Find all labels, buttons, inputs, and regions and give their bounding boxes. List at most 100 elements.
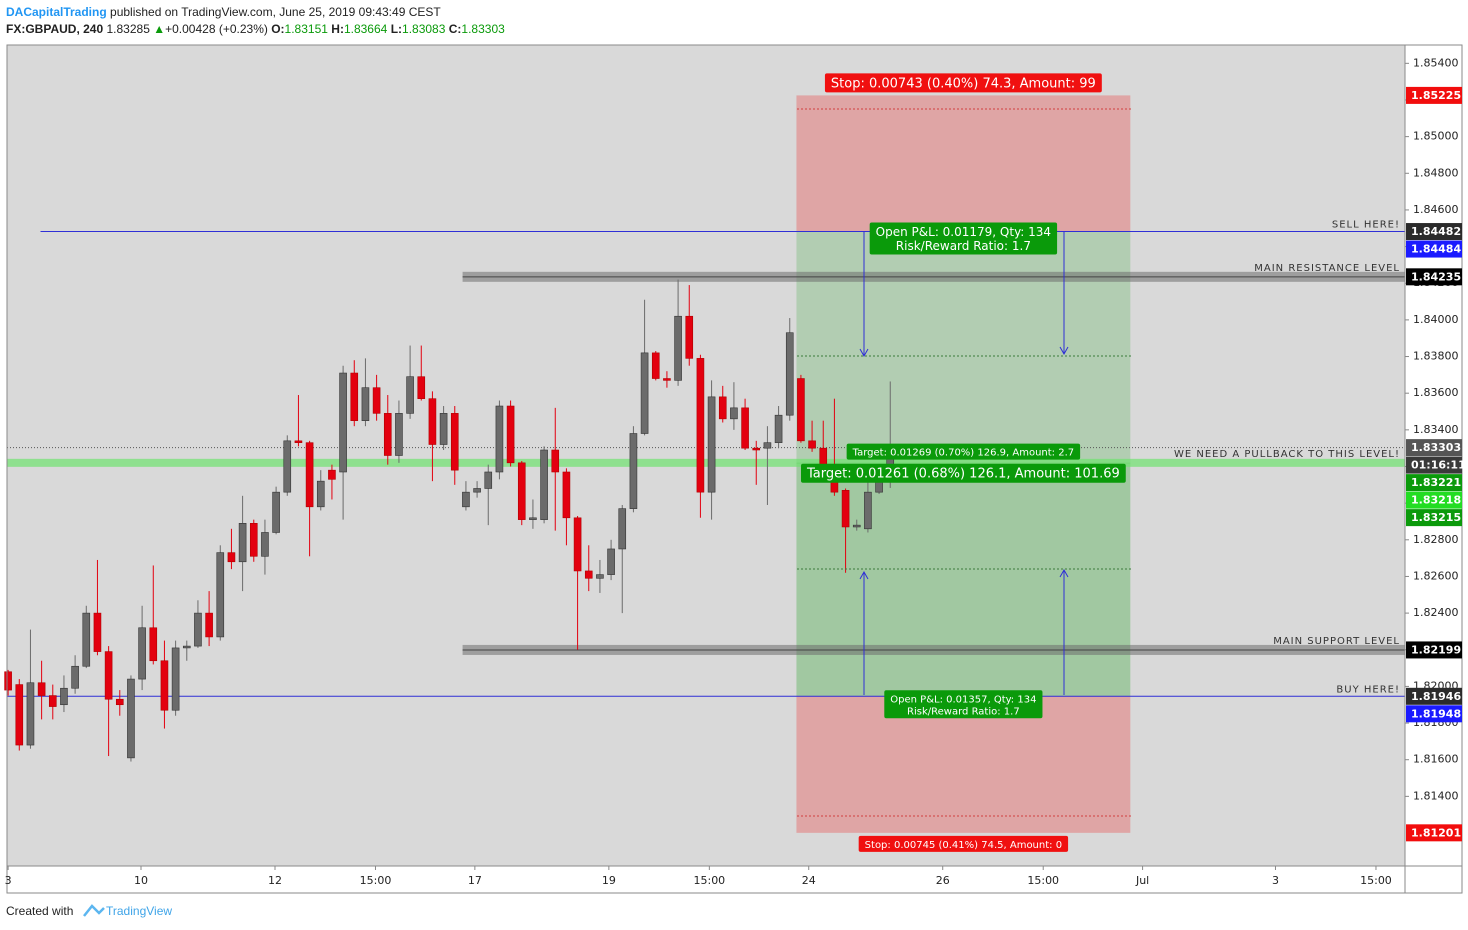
x-tick-label: 26 [936,874,950,887]
candle-body [316,480,325,508]
candle-body [450,413,459,471]
candle-body [294,440,303,443]
y-tick-label: 1.81400 [1413,789,1459,802]
candle-body [864,491,872,530]
y-tick-label: 1.84600 [1413,203,1459,216]
ohlc-key: L: [391,22,402,36]
candle-body [562,471,571,519]
candle-body [249,523,258,557]
level-band [7,458,1405,467]
candle-body [104,651,113,700]
target-badge-bg [800,463,1126,483]
author[interactable]: DACapitalTrading [6,5,107,19]
candle-body [529,517,537,520]
pl-badge-text: Risk/Reward Ratio: 1.7 [896,239,1031,253]
candle-body [328,469,336,480]
x-tick-label: 10 [134,874,148,887]
price-badge-text: 1.84484 [1411,243,1461,256]
candle-body [551,449,560,473]
candle-body [261,532,269,557]
y-tick-label: 1.82800 [1413,533,1459,546]
brand[interactable]: TradingView [106,904,172,918]
target-badge-bg [846,443,1081,460]
candle-body [350,372,359,421]
candle-body [149,627,158,662]
ohlc-key: H: [331,22,344,36]
candle-body [629,433,638,509]
ohlc-value: 1.83083 [402,22,446,36]
candle-body [651,352,660,379]
y-tick-label: 1.85000 [1413,130,1459,143]
pl-badge-bg [884,690,1043,719]
candle-body [808,440,816,449]
pl-badge-text: Open P&L: 0.01357, Qty: 134 [890,694,1036,705]
y-tick-label: 1.83600 [1413,386,1459,399]
candle-body [852,524,861,528]
x-tick-label: 15:00 [1360,874,1392,887]
candle-body [37,682,46,696]
candle-body [205,612,213,638]
candle-body [573,517,582,572]
candle-body [718,396,727,420]
candle-body [127,678,135,759]
candle-body [238,523,247,563]
levels: SELL HERE! MAIN RESISTANCE LEVEL WE NEED A… [7,220,1406,697]
candle-body [283,440,292,493]
candle-body [138,627,146,680]
candle-body [305,442,314,508]
x-tick-label: 15:00 [693,874,725,887]
candle-body [774,414,783,443]
y-tick-label: 1.83400 [1413,423,1459,436]
x-tick-label: 15:00 [1027,874,1059,887]
symbol-line: FX:GBPAUD, 240 1.83285 ▲+0.00428 (+0.23%… [6,22,505,36]
arrow [859,231,1069,358]
price-badge-text: 1.81201 [1411,826,1461,839]
stop-badge: Stop: 0.00745 (0.41%) 74.5, Amount: 0 [858,835,1069,852]
target-badge-text: Target: 0.01269 (0.70%) 126.9, Amount: 2… [852,448,1075,459]
price-badge-text: 1.81948 [1411,707,1461,720]
price-badge-text: 1.85225 [1411,89,1461,102]
x-tick-label: 3 [1272,874,1279,887]
candle-body [696,358,705,493]
ohlc-value: 1.83303 [461,22,505,36]
y-tick-label: 1.82600 [1413,569,1459,582]
price-badge [1406,474,1462,492]
price-badge [1406,86,1462,104]
candle-body [227,552,236,563]
price-badge-text: 1.84235 [1411,270,1461,283]
price-badge [1406,705,1462,723]
candle-body [797,378,805,442]
y-tick-label: 1.82400 [1413,606,1459,619]
stop-badge: Stop: 0.00743 (0.40%) 74.3, Amount: 99 [824,73,1102,93]
tool-guides [797,108,1131,817]
candle-body [82,612,91,667]
candle-body [663,378,671,381]
symbol: FX:GBPAUD, 240 [6,22,103,36]
candle-body [841,490,850,528]
candle-body [506,405,515,464]
y-tick-label: 1.81600 [1413,753,1459,766]
arrow [859,568,1069,695]
stop-badge-text: Stop: 0.00743 (0.40%) 74.3, Amount: 99 [831,76,1096,91]
pl-badge-text: Open P&L: 0.01179, Qty: 134 [876,225,1051,239]
price-badge [1406,491,1462,509]
candle-body [473,488,481,493]
candle-body [584,570,593,579]
candle-body [741,407,749,449]
price-badge-text: 1.83218 [1411,494,1461,507]
arrow: ▲ [153,22,165,36]
price-badge-text: 1.83303 [1411,441,1461,454]
ohlc-value: 1.83151 [285,22,329,36]
price-badge [1406,687,1462,705]
target-badge: Target: 0.01261 (0.68%) 126.1, Amount: 1… [800,463,1126,483]
candle-body [707,396,716,493]
candle-body [640,352,649,434]
y-tick-label: 1.83800 [1413,350,1459,363]
stop-zone [796,696,1131,833]
candle-body [428,398,437,445]
price-badge [1406,439,1462,457]
price-badge-text: 1.82199 [1411,643,1461,656]
candle-body [383,413,392,456]
